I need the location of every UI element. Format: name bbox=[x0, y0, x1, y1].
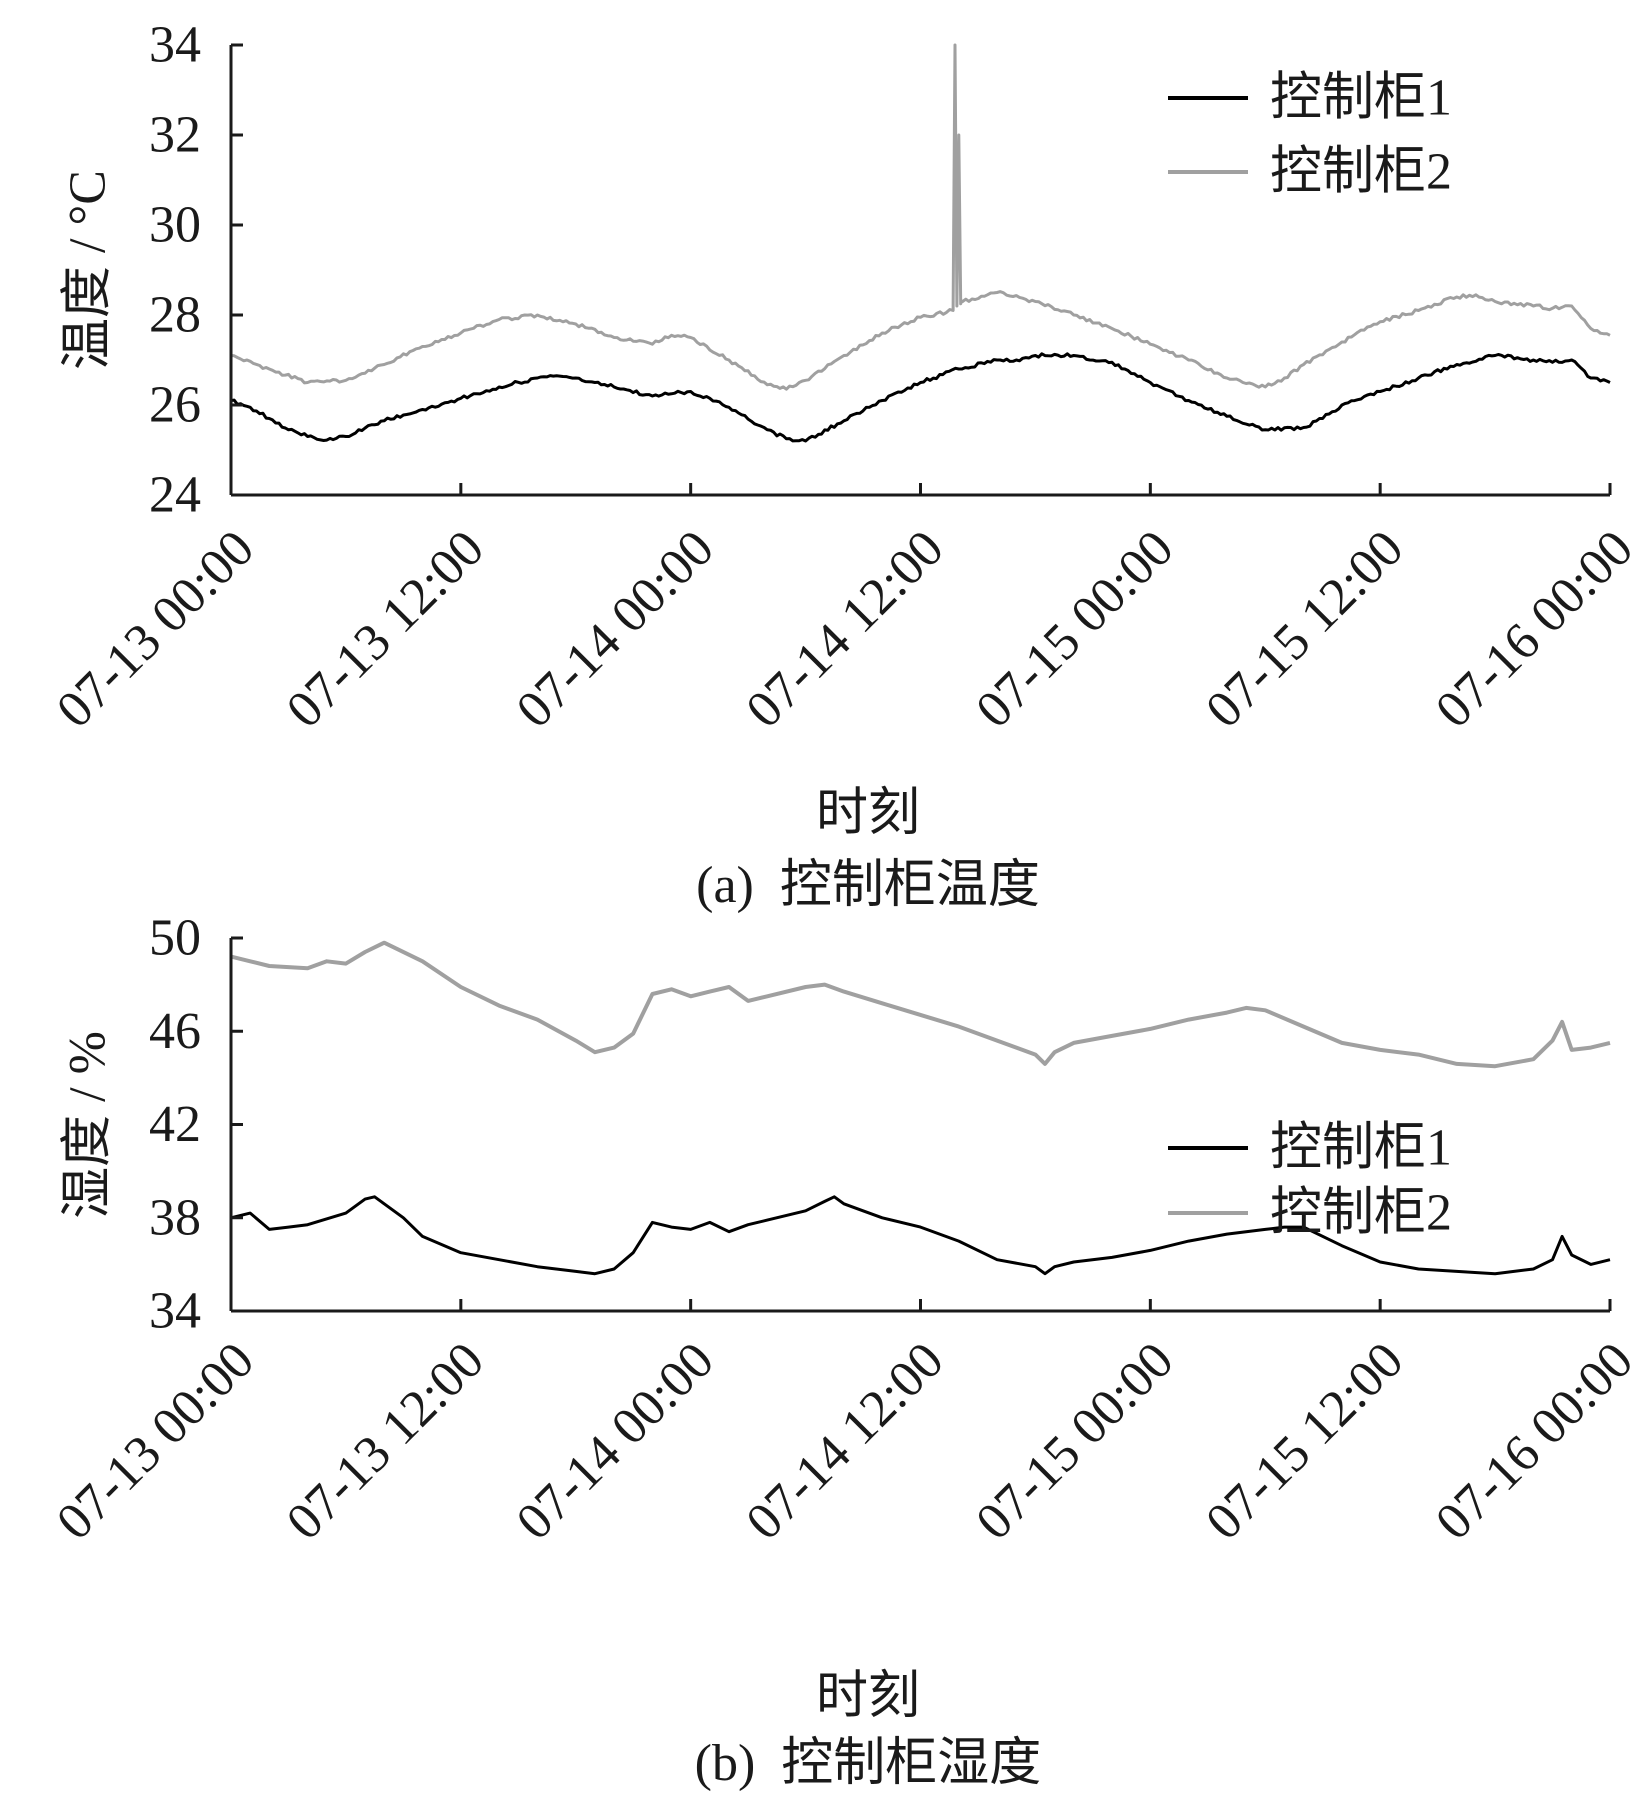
b-x-tick-label: 07-14 00:00 bbox=[506, 1332, 725, 1551]
b-x-axis-title: 时刻 bbox=[816, 1668, 920, 1725]
b-legend-label-1: 控制柜1 bbox=[1270, 1120, 1452, 1177]
b-x-tick-label: 07-14 12:00 bbox=[736, 1332, 955, 1551]
b-caption: (b) 控制柜湿度 bbox=[695, 1735, 1042, 1792]
a-caption: (a) 控制柜温度 bbox=[696, 857, 1040, 914]
a-series-line-2 bbox=[230, 43, 1611, 391]
b-x-tick-label: 07-13 12:00 bbox=[276, 1332, 495, 1551]
b-x-tick-label: 07-15 00:00 bbox=[965, 1332, 1184, 1551]
a-legend-label-2: 控制柜2 bbox=[1270, 144, 1452, 201]
b-x-tick-label: 07-13 00:00 bbox=[46, 1332, 265, 1551]
b-series-lines bbox=[230, 940, 1611, 1276]
a-x-tick-label: 07-14 00:00 bbox=[506, 520, 725, 739]
a-y-tick-label: 30 bbox=[149, 197, 201, 254]
a-x-tick-label: 07-13 00:00 bbox=[46, 520, 265, 739]
a-y-tick-label: 26 bbox=[149, 377, 201, 434]
b-y-tick-label: 38 bbox=[149, 1189, 201, 1246]
a-x-ticks: 07-13 00:00 07-13 12:00 07-14 00:00 07-14 1… bbox=[46, 483, 1635, 739]
a-x-axis-title: 时刻 bbox=[816, 785, 920, 842]
a-y-ticks: 24 26 28 30 32 34 bbox=[149, 17, 243, 524]
a-series-line-1 bbox=[230, 352, 1611, 443]
a-y-tick-label: 28 bbox=[149, 287, 201, 344]
b-x-tick-label: 07-16 00:00 bbox=[1425, 1332, 1635, 1551]
a-series-lines bbox=[230, 43, 1611, 443]
b-legend-label-2: 控制柜2 bbox=[1270, 1185, 1452, 1242]
b-y-tick-label: 46 bbox=[149, 1003, 201, 1060]
a-x-tick-label: 07-15 00:00 bbox=[965, 520, 1184, 739]
b-series-line-2 bbox=[230, 940, 1611, 1069]
b-y-ticks: 34 38 42 46 50 bbox=[149, 910, 243, 1340]
a-y-tick-label: 32 bbox=[149, 107, 201, 164]
a-legend: 控制柜1 控制柜2 bbox=[1168, 70, 1452, 201]
a-x-tick-label: 07-16 00:00 bbox=[1425, 520, 1635, 739]
b-legend: 控制柜1 控制柜2 bbox=[1168, 1120, 1452, 1242]
a-y-tick-label: 24 bbox=[149, 467, 201, 524]
b-y-tick-label: 50 bbox=[149, 910, 201, 967]
b-x-tick-label: 07-15 12:00 bbox=[1195, 1332, 1414, 1551]
b-y-tick-label: 34 bbox=[149, 1283, 201, 1340]
a-legend-label-1: 控制柜1 bbox=[1270, 70, 1452, 127]
b-series-line-1 bbox=[230, 1195, 1611, 1276]
a-x-tick-label: 07-15 12:00 bbox=[1195, 520, 1414, 739]
b-x-ticks: 07-13 00:00 07-13 12:00 07-14 00:00 07-14 1… bbox=[46, 1299, 1635, 1551]
a-y-tick-label: 34 bbox=[149, 17, 201, 74]
panel-b-humidity: 34 38 42 46 50 07-13 00:00 07-13 12:00 07-14 0… bbox=[46, 910, 1635, 1793]
a-x-tick-label: 07-13 12:00 bbox=[276, 520, 495, 739]
a-y-axis-title: 温度 / °C bbox=[60, 170, 117, 370]
b-y-tick-label: 42 bbox=[149, 1096, 201, 1153]
b-y-axis-title: 湿度 / % bbox=[60, 1031, 117, 1219]
a-x-tick-label: 07-14 12:00 bbox=[736, 520, 955, 739]
